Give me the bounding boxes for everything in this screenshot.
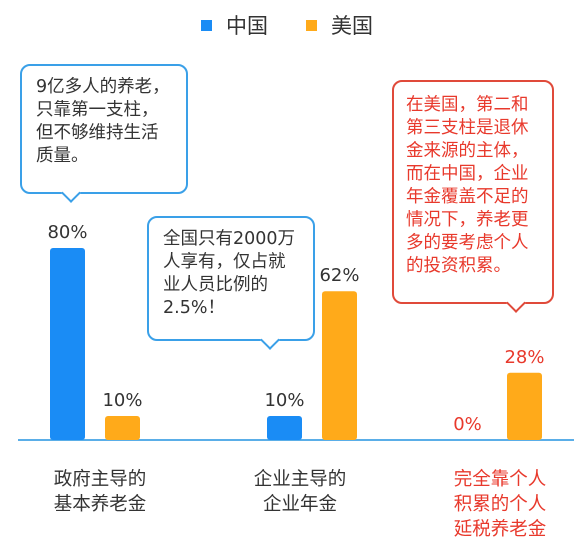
legend-label-usa: 美国 (331, 14, 373, 38)
data-label-usa-enterprise-annuity: 62% (319, 265, 359, 286)
data-label-china-personal-pension: 0% (453, 414, 482, 435)
legend-swatch-usa (306, 19, 317, 31)
bar-usa-basic-pension (105, 416, 140, 440)
legend-item-china: 中国 (201, 10, 268, 40)
annotation-basic-pension-text: 9亿多人的养老， 只靠第一支柱， 但不够维持生活 质量。 (36, 77, 170, 166)
bar-usa-enterprise-annuity (322, 291, 357, 440)
annotation-us-pillars: 在美国，第二和 第三支柱是退休 金来源的主体， 而在中国，企业 年金覆盖不足的 … (392, 80, 554, 313)
category-label-personal-pension: 完全靠个人 积累的个人 延税养老金 (453, 469, 547, 540)
bar-usa-personal-pension (507, 372, 542, 440)
data-label-usa-basic-pension: 10% (102, 390, 142, 411)
annotation-enterprise-annuity-text: 全国只有2000万 人享有，仅占就 业人员比例的 2.5%！ (163, 229, 296, 318)
legend-item-usa: 美国 (306, 10, 373, 40)
annotation-us-pillars-text: 在美国，第二和 第三支柱是退休 金来源的主体， 而在中国，企业 年金覆盖不足的 … (406, 95, 529, 276)
bar-china-basic-pension (50, 248, 85, 440)
annotation-basic-pension: 9亿多人的养老， 只靠第一支柱， 但不够维持生活 质量。 (20, 64, 188, 203)
legend: 中国 美国 (0, 10, 574, 40)
category-label-enterprise-annuity: 企业主导的 企业年金 (253, 469, 347, 515)
data-label-china-enterprise-annuity: 10% (264, 390, 304, 411)
bar-china-enterprise-annuity (267, 416, 302, 440)
data-label-usa-personal-pension: 28% (504, 347, 544, 368)
legend-swatch-china (201, 19, 212, 31)
category-label-basic-pension: 政府主导的 基本养老金 (53, 469, 147, 515)
data-label-china-basic-pension: 80% (47, 222, 87, 243)
legend-label-china: 中国 (226, 14, 268, 38)
annotation-enterprise-annuity: 全国只有2000万 人享有，仅占就 业人员比例的 2.5%！ (147, 216, 315, 350)
